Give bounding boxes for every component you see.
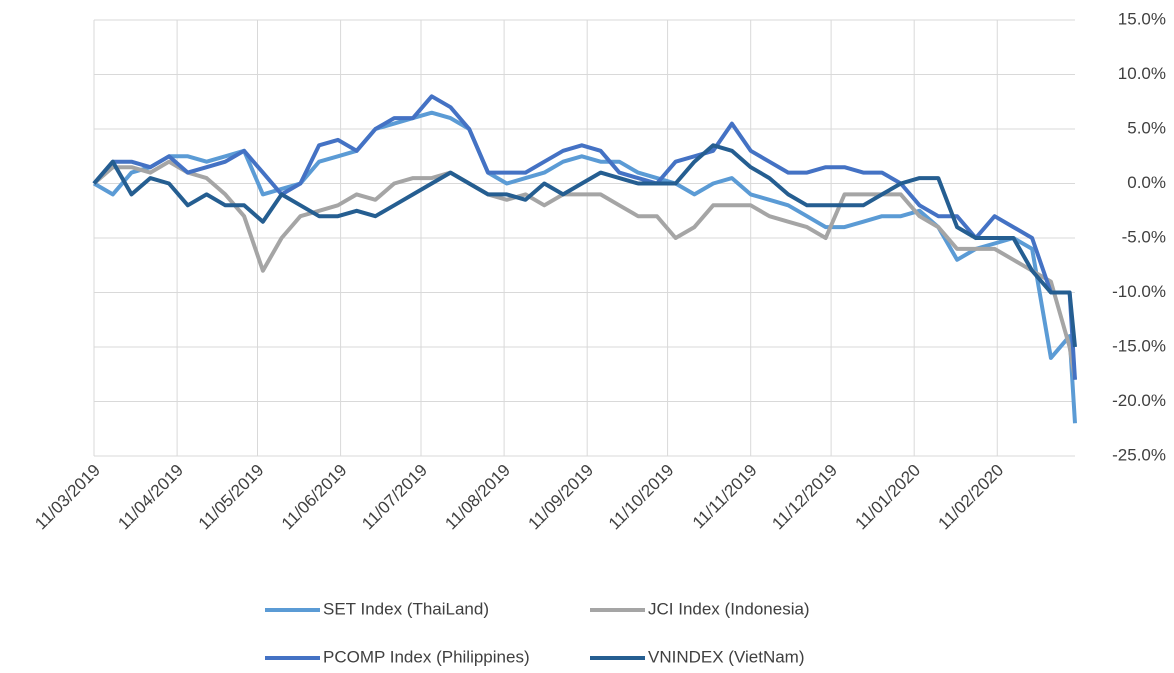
series-line <box>92 110 1077 424</box>
y-tick-label: -15.0% <box>1112 336 1166 355</box>
x-tick-label: 11/08/2019 <box>441 461 514 534</box>
y-tick-label: 0.0% <box>1127 173 1166 192</box>
x-tick-label: 11/10/2019 <box>605 461 678 534</box>
x-tick-label: 11/11/2019 <box>689 461 761 533</box>
x-tick-label: 11/01/2020 <box>851 461 924 534</box>
y-tick-label: -10.0% <box>1112 282 1166 301</box>
y-tick-label: 5.0% <box>1127 118 1166 137</box>
y-tick-label: -5.0% <box>1122 227 1166 246</box>
y-tick-label: -25.0% <box>1112 445 1166 464</box>
x-tick-label: 11/12/2019 <box>768 461 841 534</box>
series-line <box>92 94 1077 380</box>
x-tick-label: 11/02/2020 <box>935 461 1008 534</box>
legend-label: VNINDEX (VietNam) <box>648 647 805 666</box>
legend-label: JCI Index (Indonesia) <box>648 599 810 618</box>
y-tick-label: 15.0% <box>1118 9 1166 28</box>
x-tick-label: 11/06/2019 <box>278 461 351 534</box>
x-tick-label: 11/07/2019 <box>358 461 431 534</box>
series-line <box>92 143 1077 348</box>
y-tick-label: 10.0% <box>1118 64 1166 83</box>
legend-label: SET Index (ThaiLand) <box>323 599 489 618</box>
x-tick-label: 11/03/2019 <box>31 461 104 534</box>
y-tick-label: -20.0% <box>1112 391 1166 410</box>
series-line <box>92 159 1077 381</box>
legend-label: PCOMP Index (Philippines) <box>323 647 530 666</box>
x-tick-label: 11/05/2019 <box>195 461 268 534</box>
x-tick-label: 11/09/2019 <box>524 461 597 534</box>
x-tick-label: 11/04/2019 <box>114 461 187 534</box>
